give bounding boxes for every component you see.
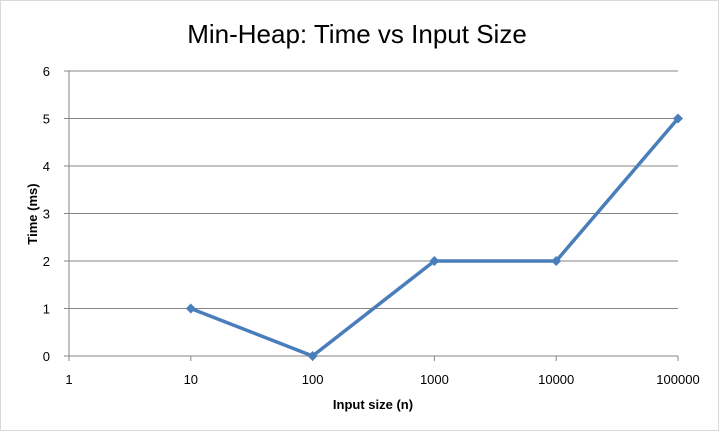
y-tick-label: 5 — [43, 112, 50, 127]
y-tick-label: 1 — [43, 302, 50, 317]
chart-title: Min-Heap: Time vs Input Size — [187, 19, 527, 49]
x-tick-label: 100 — [302, 372, 324, 387]
data-point-marker — [551, 256, 562, 266]
data-point-marker — [673, 113, 683, 124]
data-point-marker — [429, 256, 440, 266]
data-point-marker — [307, 351, 318, 361]
y-tick-label: 6 — [43, 64, 50, 79]
x-axis-title: Input size (n) — [333, 397, 413, 412]
series-line-path — [190, 117, 680, 358]
y-tick-label: 2 — [43, 254, 50, 269]
data-point-marker — [185, 303, 196, 314]
y-axis-title: Time (ms) — [25, 183, 40, 244]
y-tick-label: 3 — [43, 207, 50, 222]
y-tick-label: 4 — [43, 159, 50, 174]
y-tick-label: 0 — [43, 349, 50, 364]
x-tick-label: 1000 — [420, 372, 449, 387]
gridlines — [64, 70, 679, 361]
x-tick-label: 1 — [65, 372, 72, 387]
x-tick-label: 10 — [184, 372, 198, 387]
x-tick-labels: 1 10 100 1000 10000 100000 — [65, 372, 699, 387]
x-tick-label: 100000 — [656, 372, 699, 387]
x-tick-label: 10000 — [538, 372, 574, 387]
series-line — [185, 113, 683, 361]
y-tick-labels: 0 1 2 3 4 5 6 — [43, 64, 50, 364]
